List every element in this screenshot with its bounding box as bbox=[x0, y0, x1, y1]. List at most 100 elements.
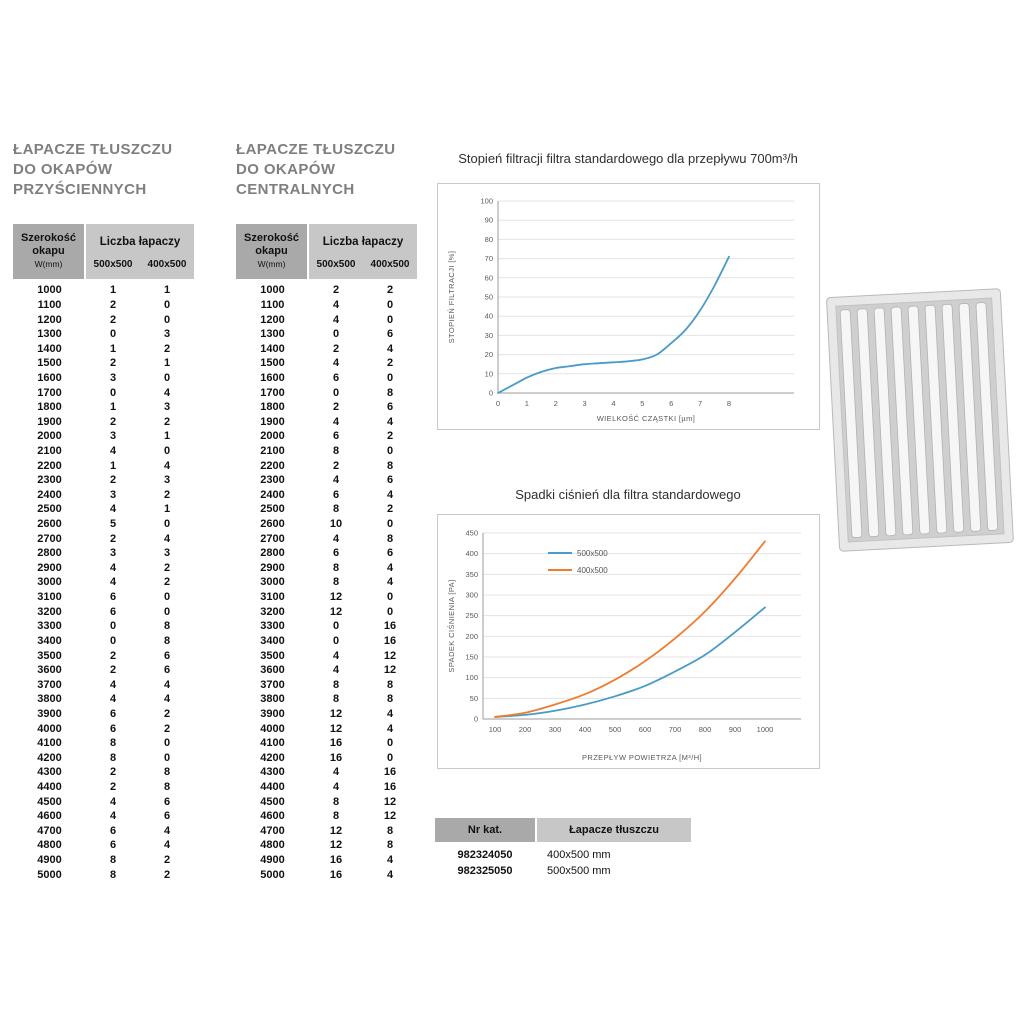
table-cell: 4 bbox=[109, 810, 117, 823]
table-cell: 2 bbox=[163, 561, 171, 574]
table-cell: 4 bbox=[332, 298, 340, 311]
table-cell: 8 bbox=[332, 678, 340, 691]
table-cell: 0 bbox=[386, 313, 394, 326]
table-cell: 2900 bbox=[260, 561, 285, 574]
table-row: 2600 10 0 bbox=[236, 517, 417, 532]
table-cell: 8 bbox=[332, 795, 340, 808]
wall-hoods-table-section: ŁAPACZE TŁUSZCZU DO OKAPÓW PRZYŚCIENNYCH… bbox=[13, 140, 194, 882]
table-cell: 8 bbox=[109, 737, 117, 750]
catalog-body: 982324050 400x500 mm 982325050 500x500 mm bbox=[435, 847, 691, 879]
svg-text:40: 40 bbox=[485, 312, 493, 321]
svg-text:1000: 1000 bbox=[757, 725, 774, 734]
table-cell: 4500 bbox=[260, 795, 285, 808]
title-line: PRZYŚCIENNYCH bbox=[13, 181, 147, 198]
pressure-chart-svg: 0 50 100 150 200 250 300 350 400 450 100 200 300 400 5… bbox=[447, 529, 801, 762]
wall-hoods-table-body: 1000 1 1 1100 2 0 1200 2 0 1300 0 3 1400 1 2 1500 2 1 1600… bbox=[13, 283, 194, 882]
catalog-product-header: Łapacze tłuszczu bbox=[537, 818, 691, 842]
width-unit-label: W(mm) bbox=[34, 259, 63, 270]
table-cell: 4200 bbox=[37, 751, 62, 764]
table-cell: 6 bbox=[386, 328, 394, 341]
svg-text:400: 400 bbox=[465, 549, 478, 558]
svg-text:3: 3 bbox=[583, 399, 587, 408]
table-cell: 16 bbox=[329, 868, 343, 881]
table-row: 3900 6 2 bbox=[13, 707, 194, 722]
table-cell: 2200 bbox=[260, 459, 285, 472]
table-cell: 2700 bbox=[37, 532, 62, 545]
svg-text:WIELKOŚĆ CZĄSTKI [µm]: WIELKOŚĆ CZĄSTKI [µm] bbox=[597, 414, 696, 423]
table-cell: 12 bbox=[329, 707, 343, 720]
table-cell: 2 bbox=[386, 503, 394, 516]
table-cell: 3700 bbox=[37, 678, 62, 691]
table-cell: 4 bbox=[386, 868, 394, 881]
table-cell: 2300 bbox=[260, 474, 285, 487]
table-cell: 0 bbox=[109, 634, 117, 647]
table-cell: 1900 bbox=[260, 415, 285, 428]
table-cell: 4400 bbox=[37, 781, 62, 794]
table-cell: 6 bbox=[163, 810, 171, 823]
table-cell: 2800 bbox=[260, 547, 285, 560]
table-cell: 4600 bbox=[37, 810, 62, 823]
table-cell: 6 bbox=[109, 591, 117, 604]
width-column-header: Szerokość okapu W(mm) bbox=[13, 224, 84, 279]
svg-text:800: 800 bbox=[699, 725, 712, 734]
table-cell: 6 bbox=[163, 664, 171, 677]
table-row: 3000 4 2 bbox=[13, 575, 194, 590]
table-cell: 2600 bbox=[260, 518, 285, 531]
table-cell: 2 bbox=[109, 298, 117, 311]
table-row: 2000 3 1 bbox=[13, 429, 194, 444]
table-cell: 8 bbox=[386, 386, 394, 399]
table-row: 1800 2 6 bbox=[236, 400, 417, 415]
table-row: 4300 2 8 bbox=[13, 765, 194, 780]
table-cell: 0 bbox=[163, 313, 171, 326]
table-cell: 2700 bbox=[260, 532, 285, 545]
width-unit-label: W(mm) bbox=[257, 259, 286, 270]
table-row: 4400 2 8 bbox=[13, 780, 194, 795]
catalog-header: Nr kat. Łapacze tłuszczu bbox=[435, 818, 691, 842]
table-row: 982324050 400x500 mm bbox=[435, 847, 691, 863]
svg-text:700: 700 bbox=[669, 725, 682, 734]
table-row: 3200 6 0 bbox=[13, 604, 194, 619]
table-cell: 4 bbox=[163, 824, 171, 837]
table-row: 3500 2 6 bbox=[13, 648, 194, 663]
table-cell: 2 bbox=[332, 401, 340, 414]
table-cell: 1 bbox=[109, 401, 117, 414]
table-cell: 5000 bbox=[260, 868, 285, 881]
table-cell: 3500 bbox=[37, 649, 62, 662]
catalog-table: Nr kat. Łapacze tłuszczu 982324050 400x50… bbox=[435, 818, 691, 879]
series-line-400x500 bbox=[494, 540, 766, 718]
svg-text:60: 60 bbox=[485, 273, 493, 282]
svg-text:SPADEK CIŚNIENIA [PA]: SPADEK CIŚNIENIA [PA] bbox=[447, 579, 456, 672]
table-cell: 3600 bbox=[260, 664, 285, 677]
table-cell: 1100 bbox=[37, 298, 62, 311]
size-subheaders: 500x500 400x500 bbox=[309, 259, 417, 279]
table-row: 2100 4 0 bbox=[13, 444, 194, 459]
table-cell: 12 bbox=[383, 810, 397, 823]
table-row: 5000 16 4 bbox=[236, 867, 417, 882]
table-cell: 16 bbox=[383, 766, 397, 779]
table-row: 3200 12 0 bbox=[236, 604, 417, 619]
table-cell: 4 bbox=[386, 342, 394, 355]
table-cell: 6 bbox=[386, 547, 394, 560]
svg-text:50: 50 bbox=[485, 293, 493, 302]
table-row: 1000 2 2 bbox=[236, 283, 417, 298]
table-cell: 4900 bbox=[260, 854, 285, 867]
table-cell: 3 bbox=[163, 328, 171, 341]
central-hoods-title: ŁAPACZE TŁUSZCZU DO OKAPÓW CENTRALNYCH bbox=[236, 140, 417, 200]
table-cell: 4 bbox=[109, 693, 117, 706]
svg-text:500x500: 500x500 bbox=[577, 549, 608, 558]
table-cell: 16 bbox=[329, 737, 343, 750]
table-cell: 8 bbox=[332, 576, 340, 589]
table-cell: 2 bbox=[332, 284, 340, 297]
table-row: 3300 0 16 bbox=[236, 619, 417, 634]
table-cell: 4500 bbox=[37, 795, 62, 808]
table-row: 4500 4 6 bbox=[13, 794, 194, 809]
size-col-400x500: 400x500 bbox=[147, 259, 187, 270]
table-cell: 4 bbox=[163, 693, 171, 706]
table-row: 2300 2 3 bbox=[13, 473, 194, 488]
table-cell: 8 bbox=[332, 445, 340, 457]
table-row: 4200 16 0 bbox=[236, 751, 417, 766]
svg-text:150: 150 bbox=[465, 653, 478, 662]
table-row: 2200 2 8 bbox=[236, 458, 417, 473]
table-cell: 4 bbox=[386, 488, 394, 501]
table-cell: 8 bbox=[386, 532, 394, 545]
